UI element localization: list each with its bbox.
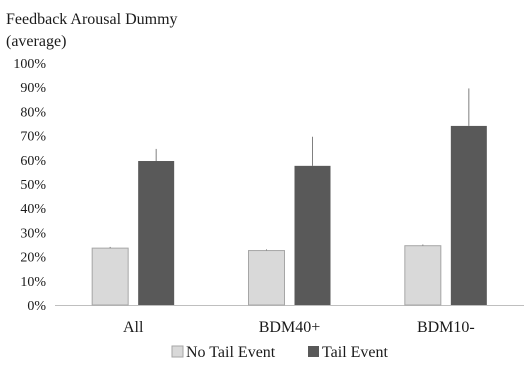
y-tick-label: 10%: [20, 275, 46, 290]
y-tick-label: 80%: [20, 105, 46, 120]
chart-title-line-1: Feedback Arousal Dummy: [6, 11, 178, 28]
y-tick-label: 90%: [20, 81, 46, 96]
x-tick-label: All: [123, 319, 144, 336]
y-tick-label: 20%: [20, 251, 46, 266]
bar: [248, 250, 285, 306]
x-tick-label: BDM10-: [417, 319, 475, 336]
y-tick-label: 60%: [20, 154, 46, 169]
legend-swatch: [171, 345, 184, 358]
y-tick-label: 30%: [20, 226, 46, 241]
bar: [91, 247, 129, 306]
y-tick-label: 50%: [20, 178, 46, 193]
bar: [138, 161, 175, 305]
y-tick-label: 0%: [27, 299, 46, 314]
bar: [404, 245, 442, 306]
legend-label: Tail Event: [322, 344, 389, 361]
legend-swatch: [308, 346, 319, 357]
y-tick-label: 100%: [13, 57, 46, 72]
y-tick-label: 40%: [20, 202, 46, 217]
bar: [294, 165, 331, 305]
x-tick-label: BDM40+: [259, 319, 320, 336]
chart-title-line-2: (average): [6, 33, 67, 50]
y-tick-label: 70%: [20, 130, 46, 145]
bar: [450, 125, 487, 305]
legend-label: No Tail Event: [186, 344, 276, 361]
